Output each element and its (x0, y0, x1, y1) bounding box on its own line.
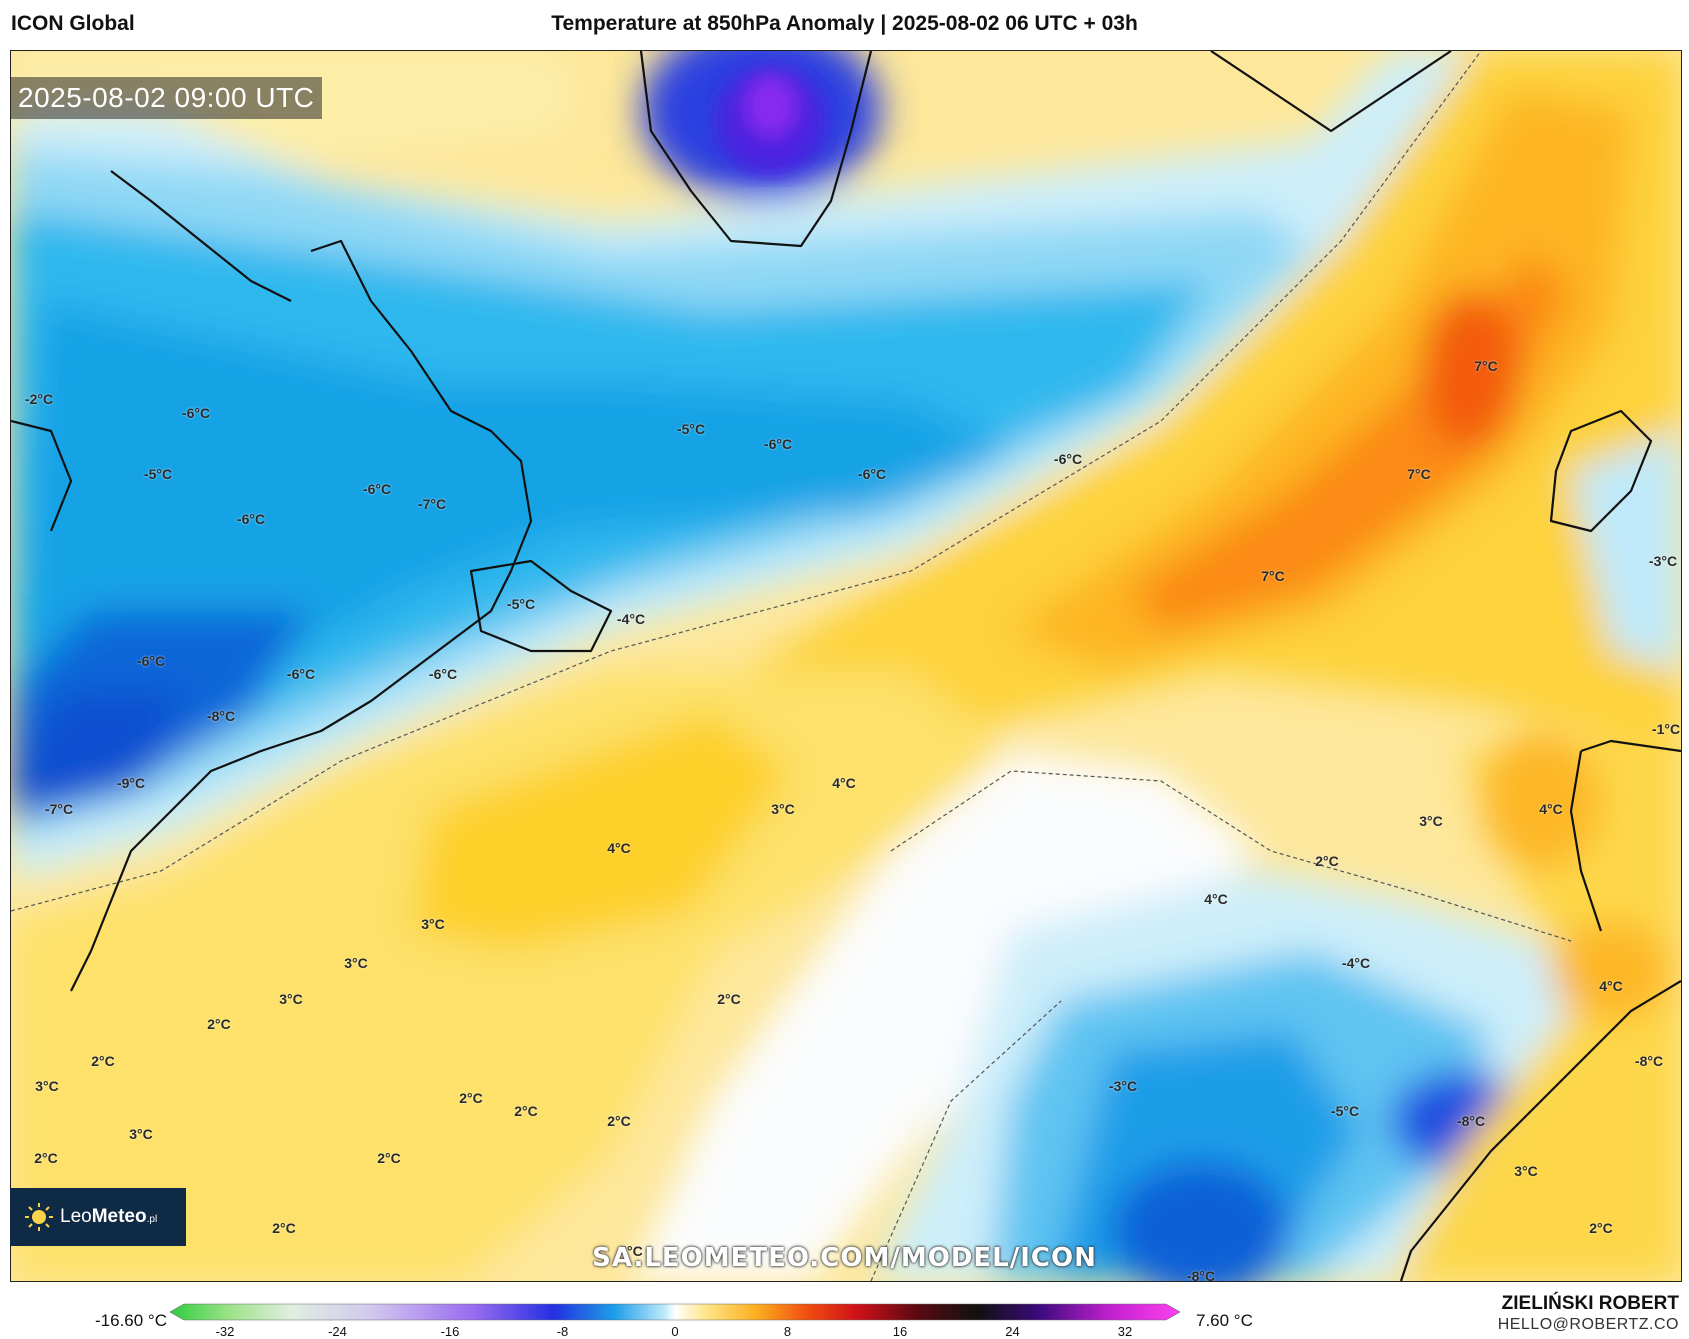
colorbar (170, 1303, 1180, 1321)
contour-label: 3°C (1514, 1163, 1538, 1179)
contour-label: -8°C (1186, 1268, 1216, 1282)
contour-label: -6°C (857, 466, 887, 482)
contour-label: 2°C (91, 1053, 115, 1069)
contour-label: -3°C (1648, 553, 1678, 569)
anomaly-field (11, 51, 1681, 1281)
contour-label: -4°C (616, 611, 646, 627)
colorbar-tick-label: 8 (783, 1324, 792, 1339)
colorbar-tick-label: 16 (892, 1324, 908, 1339)
contour-label: -6°C (286, 666, 316, 682)
contour-label: 2°C (272, 1220, 296, 1236)
contour-label: 2°C (607, 1113, 631, 1129)
contour-label: -9°C (116, 775, 146, 791)
contour-label: -6°C (236, 511, 266, 527)
contour-label: 7°C (1261, 568, 1285, 584)
contour-label: -8°C (1456, 1113, 1486, 1129)
contour-label: 2°C (717, 991, 741, 1007)
contour-label: 2°C (207, 1016, 231, 1032)
sun-icon (25, 1203, 53, 1231)
source-watermark: SA.LEOMETEO.COM/MODEL/ICON (592, 1243, 1097, 1273)
contour-label: -6°C (181, 405, 211, 421)
contour-label: 3°C (279, 991, 303, 1007)
contour-label: -2°C (24, 391, 54, 407)
contour-label: 4°C (1539, 801, 1563, 817)
contour-label: -8°C (1634, 1053, 1664, 1069)
contour-label: -7°C (417, 496, 447, 512)
colorbar-tick-label: 24 (1005, 1324, 1020, 1339)
contour-label: 4°C (1599, 978, 1623, 994)
chart-title: Temperature at 850hPa Anomaly | 2025-08-… (551, 12, 1138, 35)
contour-label: 4°C (832, 775, 856, 791)
colorbar-tick-label: 32 (1117, 1324, 1133, 1339)
contour-label: -7°C (44, 801, 74, 817)
contour-label: -4°C (1341, 955, 1371, 971)
field-min-label: -16.60 °C (95, 1311, 168, 1330)
weather-map[interactable]: -6°C -5°C -6°C -7°C -6°C -5°C -6°C -6°C -6°C -2°C… (10, 50, 1682, 1282)
colorbar-tick-label: -24 (328, 1324, 347, 1339)
chart-header: ICON Global Temperature at 850hPa Anomal… (0, 0, 1689, 48)
contour-label: 2°C (377, 1150, 401, 1166)
valid-time-badge: 2025-08-02 09:00 UTC (10, 77, 323, 119)
leometeo-logo: LeoMeteo.pl (10, 1188, 186, 1246)
contour-label: 2°C (1589, 1220, 1613, 1236)
contour-label: 3°C (1419, 813, 1443, 829)
contour-label: -6°C (428, 666, 458, 682)
contour-label: 2°C (514, 1103, 538, 1119)
contour-label: -6°C (1053, 451, 1083, 467)
author-name: ZIELIŃSKI ROBERT (1501, 1293, 1679, 1314)
field-max-label: 7.60 °C (1196, 1311, 1253, 1330)
contour-label: 4°C (607, 840, 631, 856)
contour-label: -1°C (1651, 721, 1681, 737)
contour-label: 2°C (459, 1090, 483, 1106)
contour-label: 2°C (1315, 853, 1339, 869)
model-name: ICON Global (11, 12, 135, 35)
contour-label: 7°C (1474, 358, 1498, 374)
contour-label: -6°C (136, 653, 166, 669)
contour-label: -6°C (763, 436, 793, 452)
contour-label: -2°C (749, 1279, 777, 1281)
colorbar-tick-label: -8 (556, 1324, 569, 1339)
contour-label: -5°C (143, 466, 173, 482)
colorbar-tick-label: -32 (215, 1324, 235, 1339)
contour-label: 4°C (619, 1243, 643, 1259)
contour-label: -3°C (1108, 1078, 1138, 1094)
colorbar-tick-label: -16 (440, 1324, 460, 1339)
author-email[interactable]: HELLO@ROBERTZ.CO (1497, 1316, 1679, 1333)
contour-label: 3°C (344, 955, 368, 971)
contour-label: -6°C (362, 481, 392, 497)
contour-label: 2°C (34, 1150, 58, 1166)
contour-label: -8°C (206, 708, 236, 724)
contour-label: 3°C (35, 1078, 59, 1094)
contour-label: 4°C (1204, 891, 1228, 907)
colorbar-tick-label: 0 (671, 1324, 679, 1339)
contour-label: 3°C (421, 916, 445, 932)
logo-text: LeoMeteo.pl (60, 1206, 158, 1227)
contour-label: 7°C (1407, 466, 1431, 482)
contour-label: -5°C (1330, 1103, 1360, 1119)
contour-label: -5°C (506, 596, 536, 612)
contour-label: 3°C (129, 1126, 153, 1142)
contour-label: 3°C (771, 801, 795, 817)
contour-label: -5°C (676, 421, 706, 437)
